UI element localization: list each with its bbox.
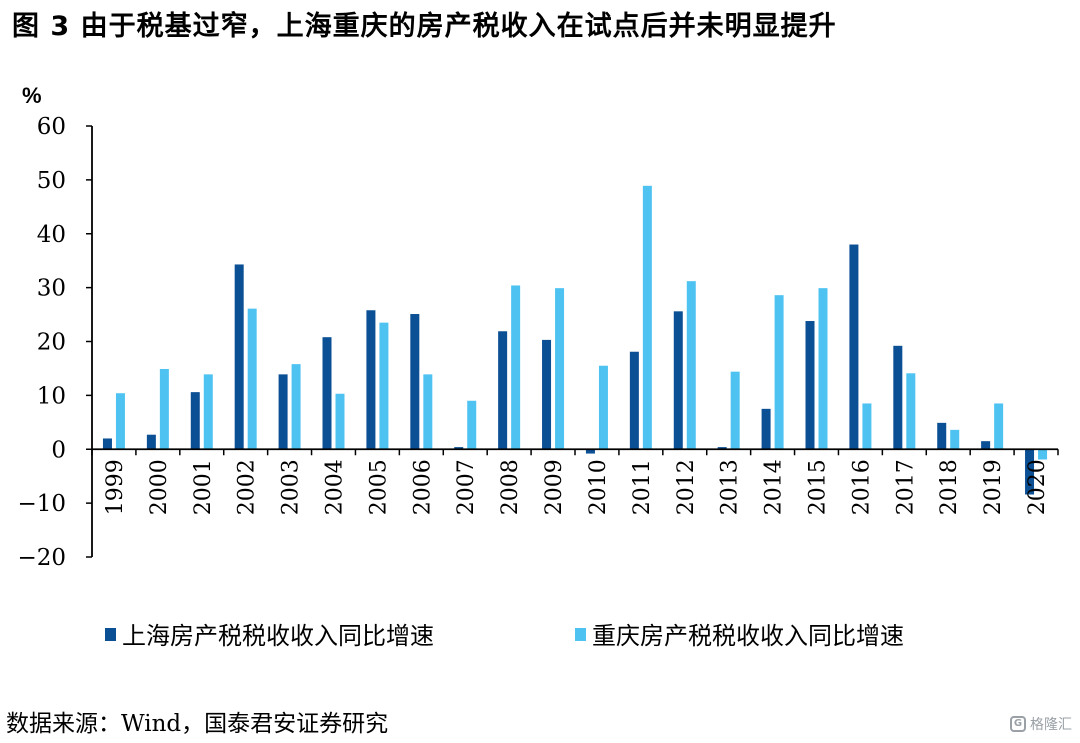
bar-shanghai-2010 <box>585 449 595 454</box>
x-tick-label-2020: 2020 <box>1025 459 1050 515</box>
x-tick-label-2010: 2010 <box>586 459 611 515</box>
bar-shanghai-2017 <box>893 345 903 450</box>
y-tick-label: −20 <box>17 545 66 571</box>
watermark-logo-icon: G <box>1010 716 1026 732</box>
y-tick-label: 50 <box>37 168 66 194</box>
bar-shanghai-2005 <box>366 310 376 450</box>
bar-shanghai-2016 <box>849 244 859 450</box>
bar-chongqing-2011 <box>642 185 652 450</box>
x-tick-label-2001: 2001 <box>191 459 216 515</box>
bar-shanghai-2000 <box>146 434 156 450</box>
bar-chongqing-2018 <box>950 429 960 450</box>
y-tick-label: 30 <box>37 276 66 302</box>
x-tick-label-2016: 2016 <box>849 459 874 515</box>
watermark-text: 格隆汇 <box>1030 717 1072 733</box>
source-note: 数据来源：Wind，国泰君安证券研究 <box>6 711 389 737</box>
legend-swatch-chongqing <box>575 628 586 641</box>
x-tick-label-2017: 2017 <box>893 459 918 515</box>
bar-chongqing-1999 <box>115 393 125 450</box>
x-tick-label-2019: 2019 <box>981 459 1006 515</box>
bar-chongqing-2004 <box>335 393 345 450</box>
y-axis-unit-label: % <box>22 83 42 108</box>
legend-label-shanghai: 上海房产税税收收入同比增速 <box>122 622 434 650</box>
bar-chongqing-2019 <box>994 403 1004 450</box>
bar-chongqing-2002 <box>247 308 257 450</box>
bar-chongqing-2015 <box>818 288 828 450</box>
x-tick-label-2007: 2007 <box>454 459 479 515</box>
legend-swatch-shanghai <box>105 628 116 641</box>
bar-shanghai-2012 <box>673 311 683 450</box>
bar-chongqing-2010 <box>598 365 608 450</box>
x-tick-label-2002: 2002 <box>235 459 260 515</box>
legend: 上海房产税税收收入同比增速 重庆房产税税收收入同比增速 <box>105 622 904 650</box>
x-tick-label-1999: 1999 <box>103 459 128 515</box>
bar-chongqing-2014 <box>774 295 784 450</box>
bar-shanghai-2011 <box>629 351 639 450</box>
legend-label-chongqing: 重庆房产税税收收入同比增速 <box>592 622 904 650</box>
x-tick-label-2005: 2005 <box>366 459 391 515</box>
figure-title: 图 3 由于税基过窄，上海重庆的房产税收入在试点后并未明显提升 <box>12 11 837 42</box>
x-tick-label-2003: 2003 <box>279 459 304 515</box>
bar-chongqing-2007 <box>467 400 477 450</box>
y-tick-label: 20 <box>37 330 66 356</box>
bars <box>102 185 1048 495</box>
bar-shanghai-2007 <box>454 447 464 450</box>
x-tick-label-2014: 2014 <box>762 459 787 515</box>
bar-chongqing-2005 <box>379 322 389 450</box>
x-tick-label-2004: 2004 <box>323 459 348 515</box>
bar-chongqing-2006 <box>423 374 433 450</box>
y-tick-label: 10 <box>37 383 66 409</box>
x-axis-tick-labels: 1999 2000 2001 2002 2003 2004 2005 2006 2007 2008… <box>103 459 1050 515</box>
x-tick-label-2012: 2012 <box>674 459 699 515</box>
bar-chongqing-2000 <box>159 368 169 450</box>
bar-chongqing-2001 <box>203 374 213 450</box>
bar-shanghai-2019 <box>981 441 991 450</box>
y-tick-label: 60 <box>37 114 66 140</box>
bar-chongqing-2020 <box>1038 449 1048 460</box>
y-tick-label: −10 <box>17 491 66 517</box>
y-tick-label: 40 <box>37 222 66 248</box>
y-tick-label: 0 <box>51 437 66 463</box>
bar-shanghai-2003 <box>278 374 288 450</box>
bar-shanghai-2009 <box>542 339 552 450</box>
x-tick-label-2009: 2009 <box>542 459 567 515</box>
x-tick-label-2008: 2008 <box>498 459 523 515</box>
bar-shanghai-2018 <box>937 422 947 450</box>
bar-shanghai-2015 <box>805 321 815 450</box>
bar-shanghai-2002 <box>234 264 244 450</box>
watermark: G 格隆汇 <box>1010 714 1072 734</box>
bar-chongqing-2008 <box>511 285 521 450</box>
x-tick-label-2011: 2011 <box>630 459 655 515</box>
bar-shanghai-2020 <box>1025 449 1035 495</box>
axes <box>91 126 1059 557</box>
x-tick-label-2018: 2018 <box>937 459 962 515</box>
bar-chongqing-2003 <box>291 364 301 450</box>
bar-shanghai-2008 <box>498 331 508 450</box>
bar-shanghai-2013 <box>717 447 727 450</box>
x-tick-label-2013: 2013 <box>718 459 743 515</box>
y-axis-ticks: 60 50 40 30 20 10 0 −10 −20 <box>17 114 92 571</box>
bar-chongqing-2017 <box>906 373 916 450</box>
x-tick-label-2006: 2006 <box>410 459 435 515</box>
x-tick-label-2000: 2000 <box>147 459 172 515</box>
bar-shanghai-2014 <box>761 408 771 450</box>
bar-shanghai-2004 <box>322 337 332 450</box>
bar-chongqing-2016 <box>862 403 872 450</box>
x-tick-label-2015: 2015 <box>806 459 831 515</box>
bar-shanghai-2006 <box>410 314 420 450</box>
bar-shanghai-2001 <box>190 392 200 450</box>
bar-chongqing-2013 <box>730 371 740 450</box>
bar-shanghai-1999 <box>102 438 112 450</box>
bar-chongqing-2009 <box>555 288 565 450</box>
bar-chongqing-2012 <box>686 281 696 450</box>
